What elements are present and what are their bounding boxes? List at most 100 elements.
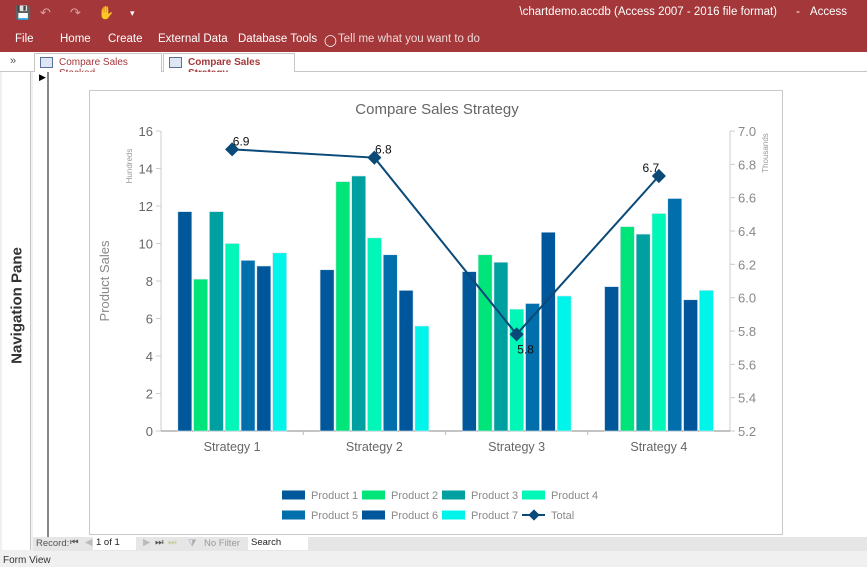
bar-product-2	[335, 181, 351, 432]
bar-product-5	[382, 254, 398, 432]
bar-product-6	[398, 290, 414, 432]
bar-product-1	[177, 211, 193, 432]
bar-product-3	[351, 175, 366, 432]
last-record-icon[interactable]: ⏭	[155, 537, 164, 548]
total-data-label: 6.7	[643, 161, 660, 175]
menu-database-tools[interactable]: Database Tools	[238, 33, 318, 45]
legend-swatch	[442, 510, 465, 520]
legend-swatch	[362, 510, 385, 520]
bar-product-1	[462, 271, 477, 432]
bar-product-1	[319, 269, 335, 432]
bar-product-7	[414, 325, 430, 432]
redo-icon[interactable]: ↷	[70, 5, 81, 20]
bar-product-6	[541, 231, 556, 432]
y-tick-label: 16	[139, 124, 153, 139]
title-separator: -	[796, 6, 800, 18]
bar-product-6	[683, 299, 698, 432]
total-marker	[651, 168, 666, 184]
legend-label: Product 3	[471, 490, 518, 502]
bar-product-7	[699, 290, 714, 432]
form-icon	[169, 57, 182, 68]
bar-product-5	[667, 198, 683, 432]
bar-product-4	[367, 237, 382, 432]
chart-frame: Compare Sales Strategy 0 2 4 6 8 10 12 14 16 5.2 5.…	[89, 90, 783, 535]
y-tick-label: 8	[146, 274, 153, 289]
bar-product-4	[509, 308, 525, 432]
legend-label: Product 1	[311, 490, 358, 502]
navigation-pane-label[interactable]: Navigation Pane	[8, 247, 26, 364]
search-input[interactable]: Search	[248, 537, 308, 550]
filter-icon: ⧩	[188, 538, 197, 549]
menu-create[interactable]: Create	[108, 33, 143, 45]
y2-tick-label: 6.6	[738, 191, 756, 206]
bar-product-6	[256, 265, 272, 432]
y-axis-label: Product Sales	[97, 240, 112, 321]
chart-title: Compare Sales Strategy	[355, 101, 519, 118]
menu-file[interactable]: File	[15, 33, 34, 45]
x-tick-label: Strategy 1	[204, 440, 261, 454]
total-data-label: 5.8	[517, 342, 534, 356]
legend-swatch	[442, 490, 465, 500]
chart: Compare Sales Strategy 0 2 4 6 8 10 12 14 16 5.2 5.…	[97, 101, 770, 522]
new-record-icon[interactable]: ⏭	[168, 537, 177, 548]
first-record-icon[interactable]: ⏮	[70, 537, 79, 548]
filter-status[interactable]: No Filter	[204, 538, 240, 549]
legend-swatch	[362, 490, 385, 500]
touch-mode-icon[interactable]: ✋	[98, 5, 115, 20]
bar-product-3	[493, 261, 509, 432]
app-name: Access	[809, 6, 847, 18]
legend-label: Product 4	[551, 490, 598, 502]
prev-record-icon[interactable]: ◀	[85, 537, 93, 548]
bar-product-5	[240, 260, 256, 432]
bar-product-2	[193, 278, 208, 432]
bar-product-5	[525, 303, 540, 432]
legend-swatch	[522, 490, 545, 500]
bar-product-3	[209, 211, 224, 432]
tab-compare-sales-stacked[interactable]: Compare Sales Stacked	[34, 53, 162, 79]
bar-product-1	[604, 286, 619, 432]
total-marker	[367, 150, 382, 165]
total-data-label: 6.8	[375, 143, 392, 157]
navigation-pane[interactable]: Navigation Pane	[2, 72, 31, 550]
y2-tick-label: 5.8	[738, 324, 756, 339]
x-tick-label: Strategy 3	[488, 440, 545, 454]
next-record-icon[interactable]: ▶	[143, 537, 151, 548]
legend-label: Product 7	[471, 510, 518, 522]
tab-compare-sales-strategy[interactable]: Compare Sales Strategy	[163, 53, 295, 79]
undo-icon[interactable]: ↶	[40, 5, 51, 20]
tell-me-input[interactable]: Tell me what you want to do	[338, 33, 480, 45]
menu-external-data[interactable]: External Data	[158, 33, 228, 45]
bar-product-7	[556, 295, 572, 432]
window-title: \chartdemo.accdb (Access 2007 - 2016 fil…	[519, 6, 777, 18]
legend-label: Product 2	[391, 490, 438, 502]
bar-product-4	[224, 243, 240, 432]
y-tick-label: 14	[139, 162, 153, 177]
x-tick-label: Strategy 2	[346, 440, 403, 454]
form-icon	[40, 57, 53, 68]
customize-icon[interactable]: ▾	[130, 8, 135, 18]
save-icon[interactable]: 💾	[15, 5, 32, 20]
total-data-label: 6.9	[233, 134, 250, 148]
ribbon-tabs: File Home Create External Data Database …	[0, 27, 867, 52]
title-bar: 💾 ↶ ↷ ✋ ▾ \chartdemo.accdb (Access 2007 …	[0, 0, 867, 27]
y-tick-label: 10	[139, 237, 153, 252]
legend-label: Product 5	[311, 510, 358, 522]
record-selector[interactable]: ▶	[33, 72, 49, 537]
bar-product-4	[651, 213, 667, 432]
total-line	[232, 148, 660, 336]
lightbulb-icon: ◯	[324, 35, 337, 47]
nav-pane-toggle[interactable]: »	[10, 55, 17, 67]
current-record-field[interactable]: 1 of 1	[93, 537, 136, 550]
y-unit-label: Hundreds	[125, 149, 134, 184]
menu-home[interactable]: Home	[60, 33, 91, 45]
total-marker	[509, 327, 524, 342]
status-bar: Form View	[0, 552, 867, 567]
legend-swatch	[282, 510, 305, 520]
document-tabs: » Compare Sales Stacked Compare Sales St…	[0, 52, 867, 79]
y-tick-label: 6	[146, 312, 153, 327]
bar-product-2	[620, 226, 635, 432]
y2-tick-label: 6.8	[738, 157, 756, 172]
y-tick-label: 2	[146, 387, 153, 402]
bar-product-3	[635, 233, 651, 432]
y2-tick-label: 6.4	[738, 224, 756, 239]
